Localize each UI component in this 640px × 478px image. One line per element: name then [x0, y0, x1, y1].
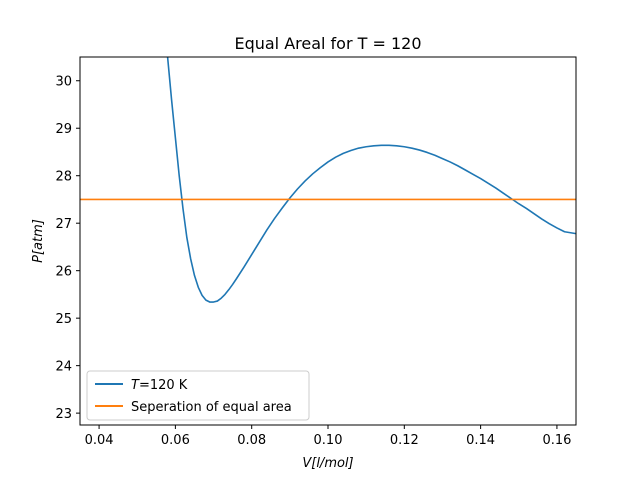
y-tick-label: 23 [55, 407, 72, 422]
x-tick-label: 0.10 [314, 433, 343, 448]
plot-lines [80, 57, 576, 303]
x-tick-label: 0.14 [466, 433, 495, 448]
legend-label-temperature: T=120 K [131, 378, 188, 393]
y-tick-label: 25 [55, 312, 72, 327]
x-tick-label: 0.16 [542, 433, 571, 448]
y-tick-label: 26 [55, 265, 72, 280]
chart-title: Equal Areal for T = 120 [234, 34, 421, 53]
x-tick-label: 0.12 [390, 433, 419, 448]
y-tick-label: 30 [55, 75, 72, 90]
x-axis: 0.04 0.06 0.08 0.10 0.12 0.14 0.16 [85, 425, 571, 448]
y-axis-label: P[atm] [31, 219, 46, 263]
legend-label-temperature-symbol: T [131, 378, 140, 393]
x-tick-label: 0.04 [85, 433, 114, 448]
legend: T=120 K Seperation of equal area [86, 370, 310, 421]
x-axis-label: V[l/mol] [302, 456, 353, 471]
legend-label-equal-area: Seperation of equal area [131, 400, 292, 415]
series-line-temperature [166, 57, 576, 303]
plot-frame [79, 56, 577, 426]
y-tick-label: 27 [55, 217, 72, 232]
x-tick-label: 0.08 [237, 433, 266, 448]
legend-label-temperature-value: =120 K [139, 378, 188, 393]
y-tick-label: 29 [55, 122, 72, 137]
legend-box [86, 370, 310, 421]
y-tick-label: 28 [55, 170, 72, 185]
y-tick-label: 24 [55, 360, 72, 375]
y-axis: 23 24 25 26 27 28 29 30 [55, 75, 80, 422]
x-tick-label: 0.06 [161, 433, 190, 448]
